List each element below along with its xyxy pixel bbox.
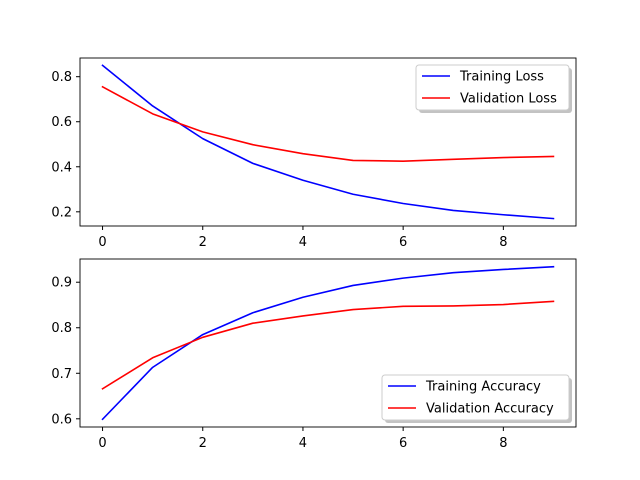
axes-frame xyxy=(79,57,577,227)
x-tick-label: 6 xyxy=(399,436,407,451)
x-tick-label: 4 xyxy=(299,235,307,250)
legend-label: Validation Accuracy xyxy=(426,402,554,417)
subplot-2: 0 2 4 6 8 0.6 0.7 0.8 0.9 Training Accuracy Valida… xyxy=(51,258,577,451)
x-tick-label: 2 xyxy=(199,436,207,451)
y-tick-label: 0.7 xyxy=(51,367,72,382)
x-tick-label: 4 xyxy=(299,436,307,451)
y-tick-label: 0.2 xyxy=(51,205,72,220)
x-tick-label: 0 xyxy=(98,436,106,451)
y-tick-label: 0.9 xyxy=(51,276,72,291)
legend: Training Accuracy Validation Accuracy xyxy=(381,374,572,423)
subplot-1: 0 2 4 6 8 0.2 0.4 0.6 0.8 Training Loss Validation… xyxy=(51,57,577,250)
y-tick-label: 0.8 xyxy=(51,70,72,85)
x-tick-label: 8 xyxy=(499,235,507,250)
x-tick-label: 0 xyxy=(98,235,106,250)
x-tick-label: 2 xyxy=(199,235,207,250)
plots: 0 2 4 6 8 0.2 0.4 0.6 0.8 Training Loss Validation… xyxy=(51,57,577,451)
y-tick-label: 0.4 xyxy=(51,160,72,175)
legend-box xyxy=(415,64,570,111)
legend: Training Loss Validation Loss xyxy=(415,64,572,113)
x-tick-label: 6 xyxy=(399,235,407,250)
series-line-validation-loss xyxy=(101,85,555,162)
y-tick-label: 0.6 xyxy=(51,412,72,427)
axes-frame xyxy=(79,258,577,428)
y-tick-label: 0.8 xyxy=(51,321,72,336)
y-tick-label: 0.6 xyxy=(51,115,72,130)
series-line-training-accuracy xyxy=(101,265,555,421)
x-tick-label: 8 xyxy=(499,436,507,451)
legend-box xyxy=(381,374,570,421)
legend-label: Training Loss xyxy=(459,70,544,85)
legend-label: Validation Loss xyxy=(460,92,557,107)
legend-label: Training Accuracy xyxy=(425,380,541,395)
series-line-validation-accuracy xyxy=(101,300,555,390)
